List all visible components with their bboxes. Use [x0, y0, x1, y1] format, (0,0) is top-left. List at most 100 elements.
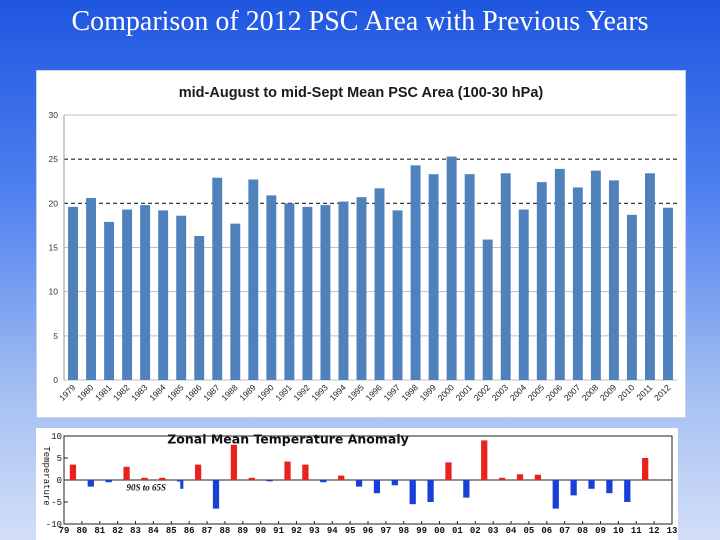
bar-1979	[68, 206, 78, 380]
bar-2007	[572, 187, 583, 380]
bar-2001	[464, 174, 475, 380]
x-tick-label-1994: 1994	[327, 382, 348, 403]
y-tick-label-5: 25	[49, 154, 59, 164]
anomaly-bar-84	[159, 477, 166, 480]
y-tick-label-2: 10	[49, 287, 59, 297]
bar-2009	[608, 180, 619, 380]
bar-1980	[86, 198, 97, 380]
anomaly-bar-03	[498, 477, 506, 480]
anomaly-y-tick-label-4: 10	[51, 432, 62, 442]
x-tick-label-2001: 2001	[454, 382, 475, 403]
x-tick-label-2007: 2007	[562, 382, 583, 403]
anomaly-x-tick-label-10: 10	[613, 526, 624, 536]
anomaly-x-tick-label-88: 88	[220, 526, 231, 536]
bar-1987	[212, 177, 223, 380]
anomaly-bar-09	[606, 480, 613, 494]
x-tick-label-1993: 1993	[309, 382, 330, 403]
bar-2002	[482, 239, 493, 380]
x-tick-label-1986: 1986	[183, 382, 204, 403]
bar-1998	[410, 165, 421, 380]
anomaly-x-tick-label-82: 82	[112, 526, 123, 536]
anomaly-x-tick-label-83: 83	[130, 526, 141, 536]
x-tick-label-1988: 1988	[219, 382, 240, 403]
x-tick-label-2005: 2005	[526, 382, 547, 403]
anomaly-x-tick-label-84: 84	[148, 526, 159, 536]
anomaly-x-tick-label-08: 08	[577, 526, 588, 536]
anomaly-chart-title: Zonal Mean Temperature Anomaly	[167, 431, 409, 446]
anomaly-bar-06	[552, 480, 559, 509]
x-tick-label-2006: 2006	[544, 382, 565, 403]
anomaly-x-tick-label-91: 91	[273, 526, 284, 536]
x-tick-label-1981: 1981	[93, 382, 114, 403]
anomaly-x-tick-label-96: 96	[363, 526, 374, 536]
anomaly-bar-88	[230, 444, 238, 480]
anomaly-bar-05	[534, 474, 542, 480]
anomaly-bar-83	[141, 477, 148, 480]
x-tick-label-2008: 2008	[580, 382, 601, 403]
anomaly-x-tick-label-92: 92	[291, 526, 302, 536]
anomaly-x-tick-label-04: 04	[506, 526, 517, 536]
x-tick-label-2000: 2000	[436, 382, 457, 403]
anomaly-bar-98	[409, 480, 416, 505]
bar-1990	[266, 195, 277, 380]
slide-title: Comparison of 2012 PSC Area with Previou…	[71, 6, 649, 37]
bar-2005	[536, 182, 547, 380]
anomaly-x-tick-label-00: 00	[434, 526, 445, 536]
x-tick-label-2004: 2004	[508, 382, 529, 403]
anomaly-x-tick-label-87: 87	[202, 526, 213, 536]
x-tick-label-2002: 2002	[472, 382, 493, 403]
anomaly-bar-92	[302, 464, 309, 480]
x-tick-label-1984: 1984	[147, 382, 168, 403]
bar-1992	[302, 206, 313, 380]
anomaly-bar-97	[391, 480, 398, 486]
bar-1989	[248, 179, 259, 380]
x-tick-label-1983: 1983	[129, 382, 150, 403]
bar-1981	[104, 221, 115, 380]
psc-area-chart-svg: mid-August to mid-Sept Mean PSC Area (10…	[49, 85, 677, 403]
y-tick-label-1: 5	[53, 331, 58, 341]
anomaly-x-tick-label-07: 07	[559, 526, 570, 536]
y-tick-label-0: 0	[53, 375, 58, 385]
anomaly-bar-07	[570, 480, 577, 496]
psc-area-chart: mid-August to mid-Sept Mean PSC Area (10…	[36, 70, 686, 418]
anomaly-bar-89	[248, 477, 255, 480]
bar-1985	[176, 215, 187, 380]
temperature-anomaly-chart: Zonal Mean Temperature Anomaly Temperatu…	[36, 428, 678, 540]
anomaly-bar-04	[516, 474, 524, 480]
y-tick-label-3: 15	[49, 243, 59, 253]
anomaly-x-tick-label-93: 93	[309, 526, 320, 536]
anomaly-bar-02	[481, 440, 488, 480]
latitude-annotation: 90S to 65S	[127, 483, 167, 493]
anomaly-y-tick-label-3: 5	[57, 454, 62, 464]
x-tick-label-2012: 2012	[652, 382, 673, 403]
x-tick-label-1982: 1982	[111, 382, 132, 403]
anomaly-bar-94	[338, 475, 345, 480]
bar-1997	[392, 210, 403, 380]
x-tick-label-2010: 2010	[616, 382, 637, 403]
bar-2008	[590, 170, 601, 380]
anomaly-bar-82	[123, 466, 130, 480]
bar-1984	[158, 210, 169, 380]
anomaly-bar-99	[427, 480, 434, 502]
anomaly-x-tick-label-81: 81	[94, 526, 105, 536]
bar-2011	[644, 173, 655, 380]
anomaly-x-tick-label-98: 98	[398, 526, 409, 536]
y-tick-label-6: 30	[49, 110, 59, 120]
x-tick-label-2009: 2009	[598, 382, 619, 403]
anomaly-x-tick-label-89: 89	[237, 526, 248, 536]
bar-1986	[194, 236, 205, 380]
x-tick-label-2003: 2003	[490, 382, 511, 403]
anomaly-bar-96	[373, 480, 381, 494]
x-tick-label-1995: 1995	[345, 382, 366, 403]
x-tick-label-1997: 1997	[382, 382, 403, 403]
anomaly-y-tick-label-0: -10	[46, 520, 62, 530]
x-tick-label-1987: 1987	[201, 382, 222, 403]
x-tick-label-1985: 1985	[165, 382, 186, 403]
anomaly-x-tick-label-11: 11	[631, 526, 642, 536]
anomaly-bar-10	[624, 480, 631, 502]
anomaly-x-tick-label-01: 01	[452, 526, 463, 536]
bar-1999	[428, 174, 439, 380]
anomaly-x-tick-label-97: 97	[380, 526, 391, 536]
anomaly-bar-93	[320, 480, 327, 483]
bar-2012	[663, 207, 673, 380]
